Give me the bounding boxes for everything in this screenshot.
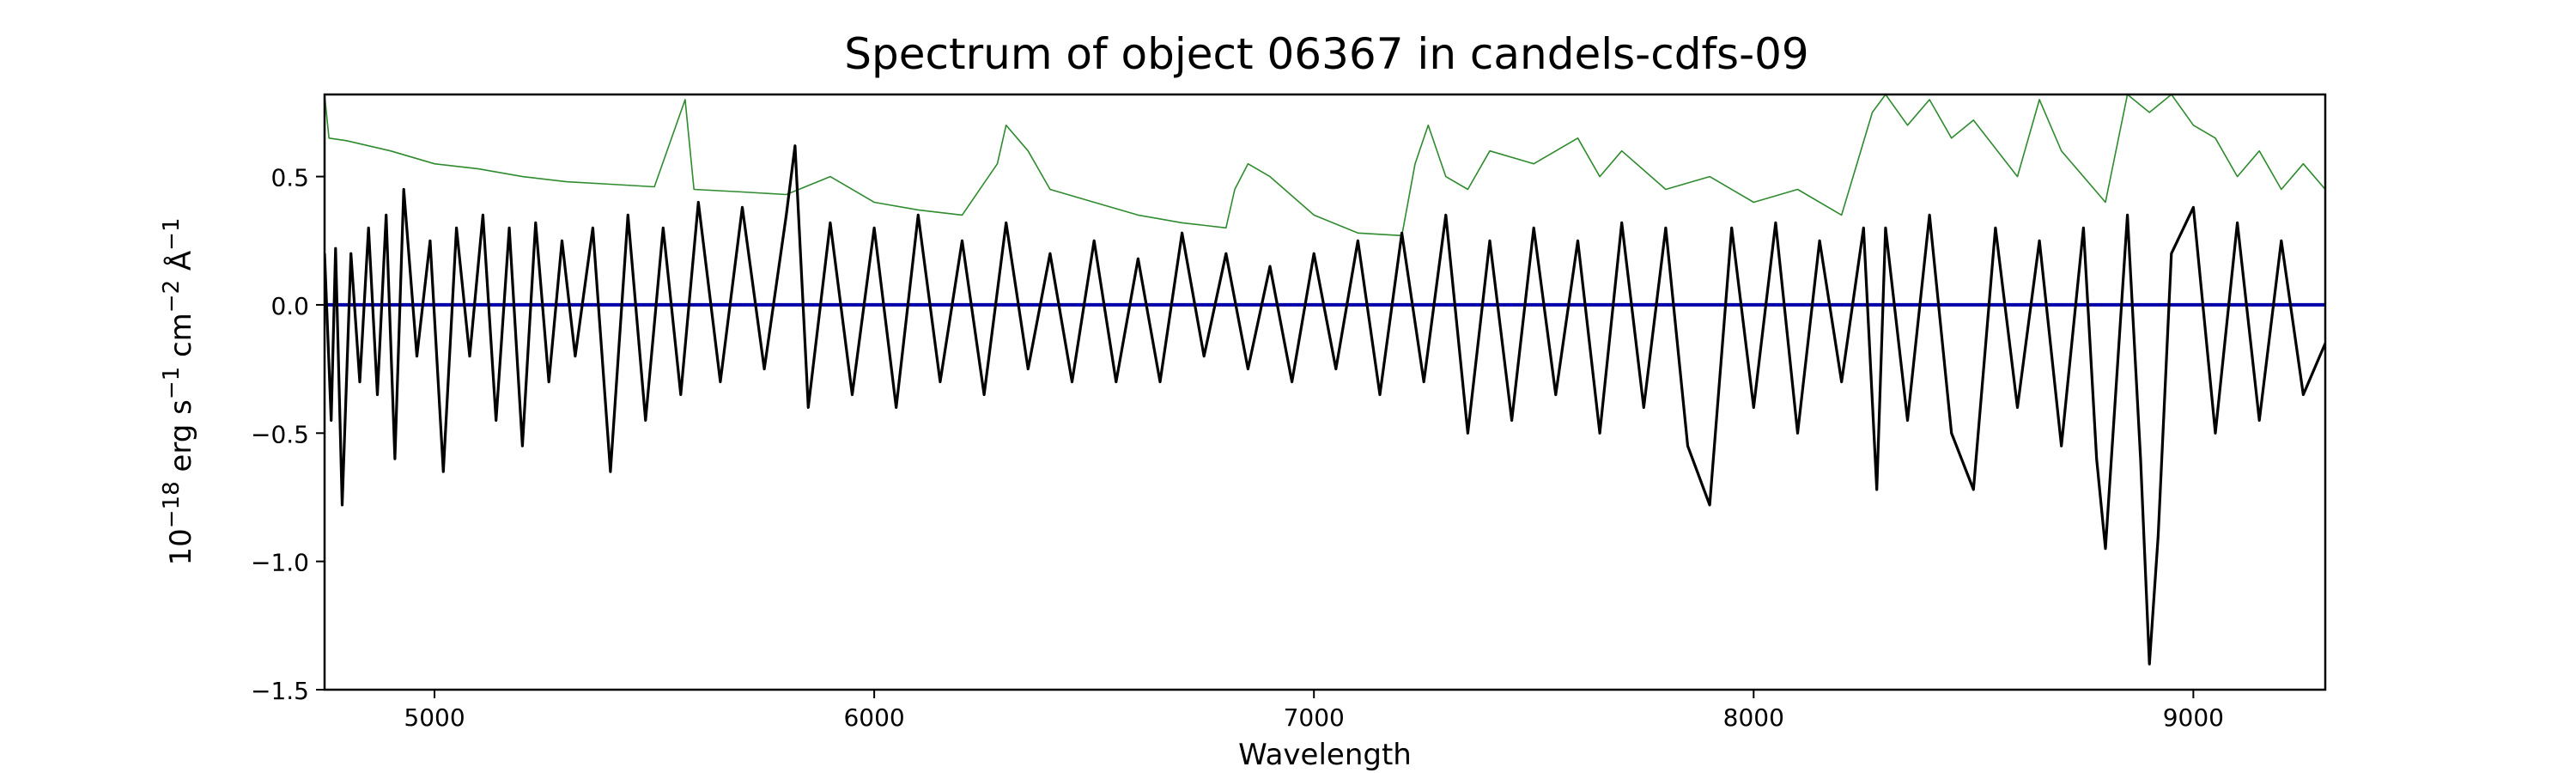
flux-series-line — [325, 144, 2325, 666]
y-tick-label: 0.5 — [270, 164, 309, 192]
y-label-unit2: cm — [164, 313, 198, 367]
x-tick-label: 8000 — [1723, 703, 1784, 732]
y-axis: −1.5 −1.0 −0.5 0.0 0.5 — [251, 164, 325, 705]
y-label-exp4: −1 — [159, 217, 185, 250]
x-tick-label: 7000 — [1284, 703, 1345, 732]
y-tick-label: 0.0 — [270, 292, 309, 320]
y-tick-label: −1.5 — [251, 677, 309, 705]
x-axis: 5000 6000 7000 8000 9000 — [404, 690, 2224, 732]
chart-title: Spectrum of object 06367 in candels-cdfs… — [844, 29, 1809, 79]
y-tick-label: −1.0 — [251, 549, 309, 577]
x-tick-label: 6000 — [843, 703, 904, 732]
y-label-base: 10 — [164, 528, 198, 565]
plot-frame — [323, 93, 2327, 691]
y-label-exp3: −2 — [159, 280, 185, 313]
y-label-unit3: Å — [163, 251, 198, 280]
y-label-unit1: erg s — [164, 399, 198, 481]
x-axis-label: Wavelength — [1238, 738, 1412, 772]
y-tick-label: −0.5 — [251, 420, 309, 448]
y-label-exp1: −18 — [159, 481, 185, 528]
error-series-line — [325, 94, 2325, 237]
x-tick-label: 5000 — [404, 703, 465, 732]
y-label-exp2: −1 — [159, 367, 185, 399]
x-tick-label: 9000 — [2163, 703, 2224, 732]
plot-area — [325, 94, 2325, 666]
y-axis-label: 10−18 erg s−1 cm−2 Å−1 — [159, 217, 198, 565]
